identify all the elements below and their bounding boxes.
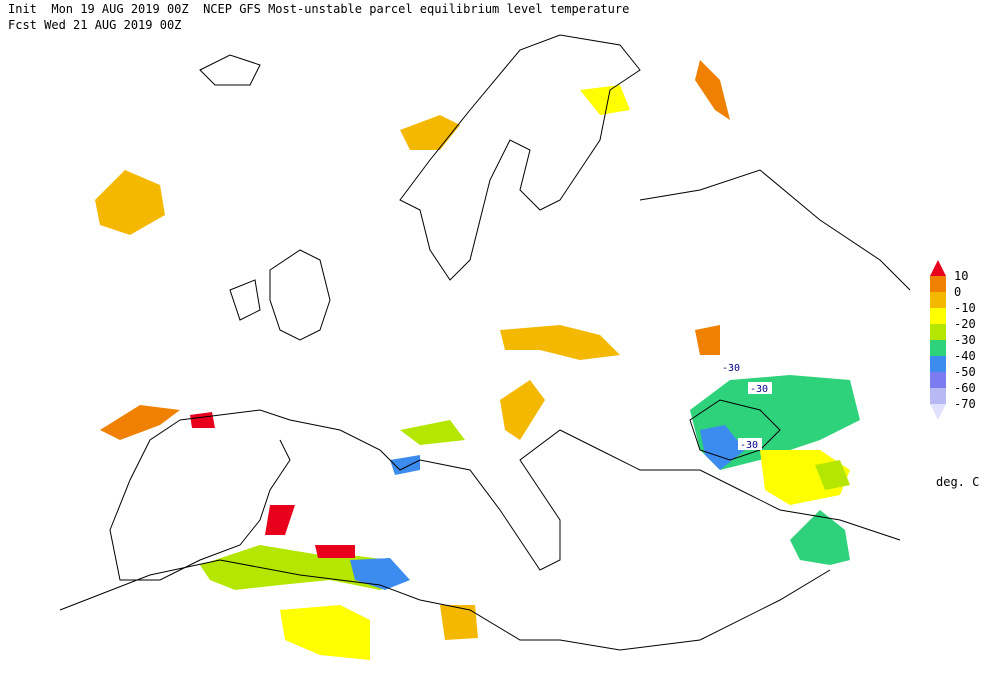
- legend-label: -30: [954, 333, 976, 347]
- legend-swatch: [930, 292, 946, 308]
- forecast-line: Fcst Wed 21 AUG 2019 00Z: [8, 18, 181, 32]
- legend-label: -50: [954, 365, 976, 379]
- legend-label: -60: [954, 381, 976, 395]
- contour-label: -30: [722, 363, 740, 374]
- legend-swatch: [930, 324, 946, 340]
- legend-label: -20: [954, 317, 976, 331]
- legend-arrow-top: [930, 260, 946, 276]
- field-blobs: [95, 60, 860, 660]
- legend-swatch: [930, 276, 946, 292]
- legend-unit: deg. C: [936, 475, 979, 489]
- contour-label: -30: [750, 384, 768, 395]
- legend-swatch: [930, 388, 946, 404]
- legend-label: -70: [954, 397, 976, 411]
- contour-label-bg: [738, 438, 762, 450]
- legend-label: 10: [954, 269, 968, 283]
- legend-swatch: [930, 372, 946, 388]
- legend-swatch: [930, 340, 946, 356]
- contour-label: -30: [740, 440, 758, 451]
- legend-swatch: [930, 356, 946, 372]
- legend: 10 0 -10 -20 -30 -40 -50 -60 -70 deg. C: [930, 260, 979, 489]
- legend-label: -10: [954, 301, 976, 315]
- coastlines: [59, 34, 911, 651]
- legend-label: 0: [954, 285, 961, 299]
- contour-label-bg: [720, 361, 744, 373]
- legend-arrow-bottom: [930, 404, 946, 420]
- legend-swatch: [930, 308, 946, 324]
- init-line: Init Mon 19 AUG 2019 00Z NCEP GFS Most-u…: [8, 2, 629, 16]
- legend-label: -40: [954, 349, 976, 363]
- contour-labels: -30 -30 -30: [720, 361, 772, 451]
- contour-label-bg: [748, 382, 772, 394]
